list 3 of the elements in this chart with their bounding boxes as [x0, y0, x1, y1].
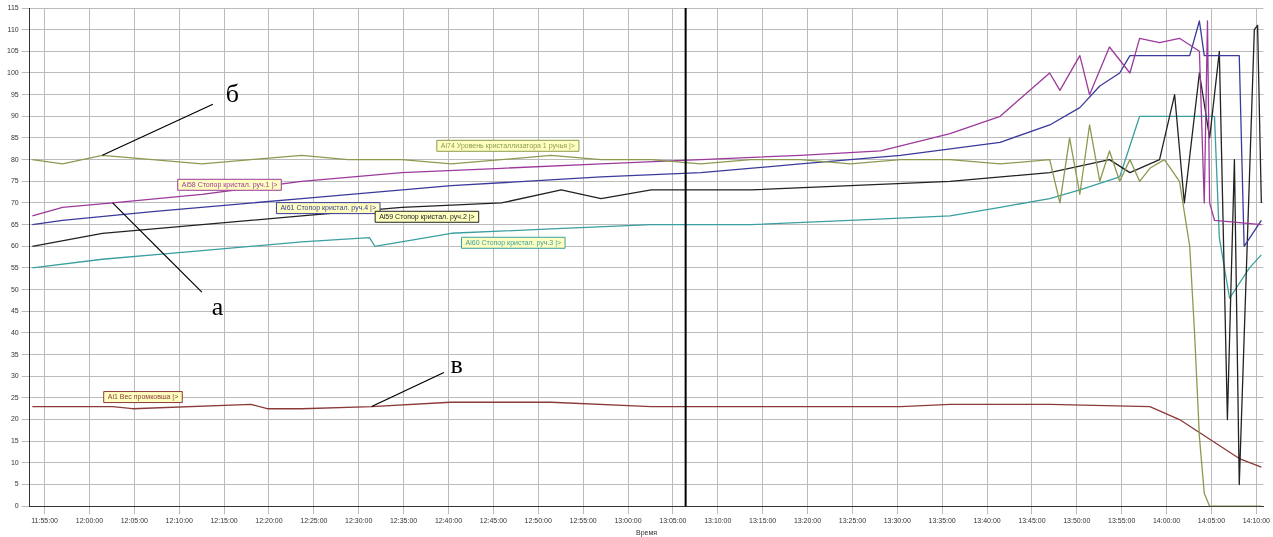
annotation: в — [450, 350, 463, 380]
annotation: б — [225, 79, 239, 109]
annotation: а — [211, 291, 224, 321]
